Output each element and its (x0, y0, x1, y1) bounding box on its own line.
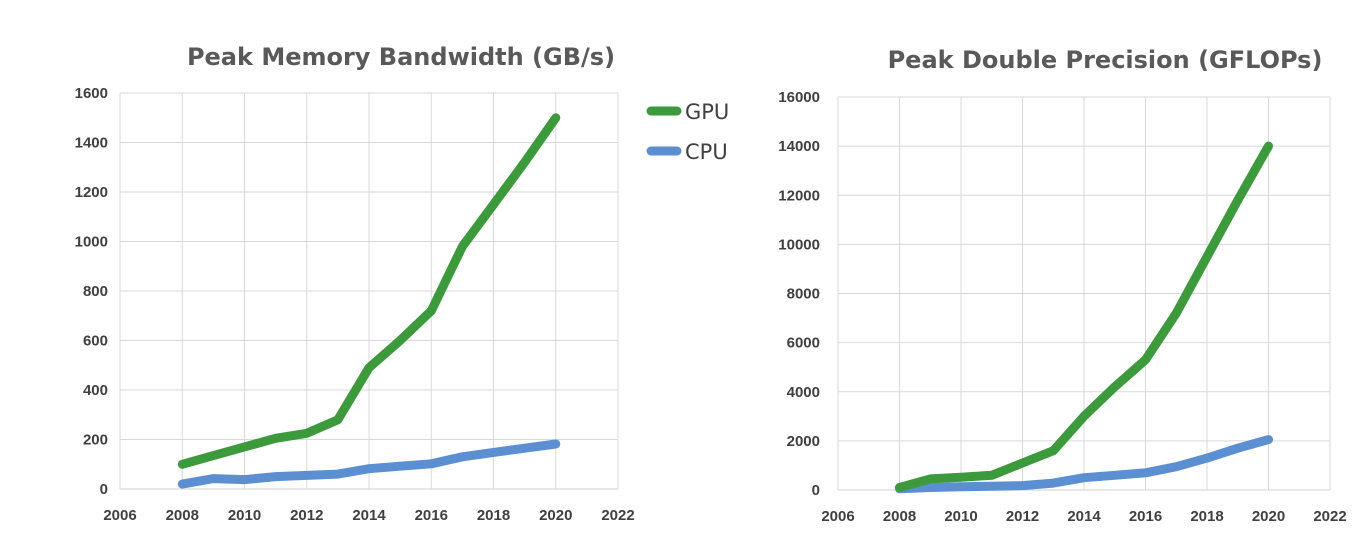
y-tick-label: 200 (83, 432, 108, 449)
x-tick-label: 2016 (1129, 508, 1162, 525)
legend-item-cpu: CPU (646, 140, 728, 164)
series-line-gpu (177, 113, 561, 469)
chart-title: Peak Double Precision (GFLOPs) (888, 46, 1323, 74)
y-tick-label: 1600 (75, 85, 108, 102)
y-tick-label: 8000 (787, 286, 820, 303)
x-tick-label: 2008 (883, 508, 916, 525)
x-tick-label: 2020 (539, 507, 572, 524)
x-tick-label: 2012 (1006, 508, 1039, 525)
series-line-cpu (895, 435, 1273, 494)
x-tick-label: 2014 (1067, 508, 1101, 525)
legend: GPU CPU (646, 100, 729, 164)
series-line-gpu (895, 141, 1273, 492)
gridlines (837, 96, 1331, 491)
x-tick-label: 2022 (1313, 508, 1346, 525)
y-tick-label: 1400 (75, 135, 108, 152)
y-tick-label: 1000 (75, 234, 108, 251)
x-tick-label: 2014 (352, 507, 386, 524)
y-tick-label: 10000 (778, 236, 820, 253)
double-precision-chart: Peak Double Precision (GFLOPs) 0 2000 4000… (778, 46, 1346, 525)
y-tick-label: 12000 (778, 187, 820, 204)
x-tick-label: 2008 (166, 507, 199, 524)
gridlines (119, 92, 619, 490)
y-tick-label: 0 (812, 482, 820, 499)
legend-item-gpu: GPU (646, 100, 729, 124)
y-tick-label: 600 (83, 333, 108, 350)
x-tick-label: 2018 (477, 507, 510, 524)
x-tick-label: 2020 (1252, 508, 1285, 525)
y-tick-label: 14000 (778, 138, 820, 155)
x-tick-label: 2006 (103, 507, 136, 524)
memory-bandwidth-chart: Peak Memory Bandwidth (GB/s) 0 200 400 600 8… (75, 43, 635, 524)
y-tick-label: 16000 (778, 89, 820, 106)
y-tick-label: 4000 (787, 384, 820, 401)
x-tick-label: 2012 (290, 507, 323, 524)
x-tick-label: 2006 (821, 508, 854, 525)
y-tick-label: 400 (83, 382, 108, 399)
legend-label-gpu: GPU (685, 100, 729, 124)
y-tick-label: 0 (100, 481, 108, 498)
y-tick-label: 1200 (75, 184, 108, 201)
y-tick-label: 800 (83, 283, 108, 300)
y-tick-label: 2000 (787, 433, 820, 450)
x-tick-label: 2016 (415, 507, 448, 524)
x-tick-label: 2010 (228, 507, 261, 524)
legend-label-cpu: CPU (685, 140, 728, 164)
y-tick-label: 6000 (787, 335, 820, 352)
series-line-cpu (177, 439, 561, 489)
chart-title: Peak Memory Bandwidth (GB/s) (187, 43, 615, 71)
x-tick-label: 2018 (1190, 508, 1223, 525)
x-tick-label: 2022 (601, 507, 634, 524)
x-tick-label: 2010 (944, 508, 977, 525)
